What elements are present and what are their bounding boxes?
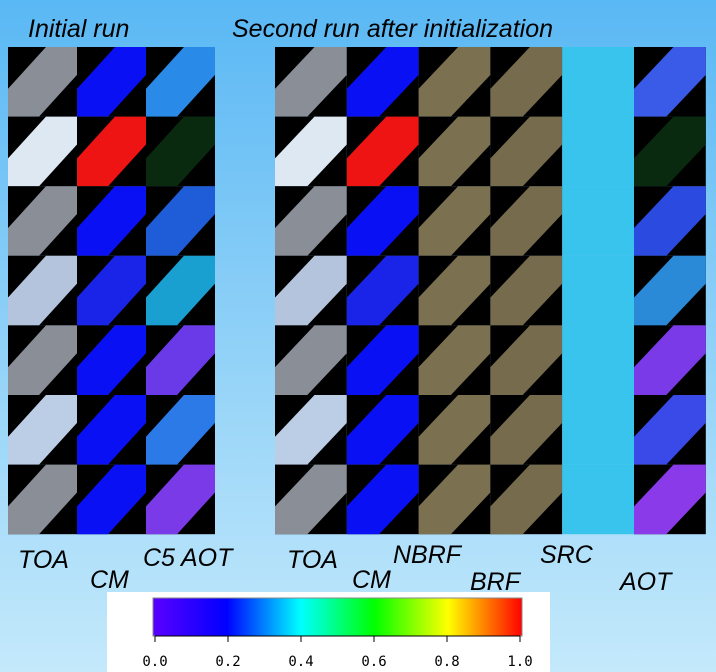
- tile: [418, 464, 491, 535]
- heading: Initial run: [28, 15, 129, 43]
- column-label: NBRF: [393, 541, 463, 569]
- tile: [634, 464, 706, 535]
- tile: [562, 395, 634, 465]
- tile: [275, 186, 347, 256]
- column-label: TOA: [18, 546, 69, 574]
- tile: [634, 255, 706, 326]
- column-label: BRF: [470, 568, 522, 596]
- tile: [77, 464, 146, 535]
- tile: [562, 47, 634, 117]
- tile-grid: [8, 47, 706, 535]
- tile: [562, 464, 634, 535]
- tile: [8, 395, 77, 465]
- tile: [418, 186, 491, 256]
- column-label: AOT: [618, 568, 673, 596]
- tile: [8, 186, 77, 256]
- tile: [418, 395, 491, 465]
- column-label: CM: [352, 566, 391, 594]
- tile: [490, 47, 563, 117]
- tile: [346, 116, 419, 187]
- tile: [146, 116, 215, 187]
- tile: [146, 47, 215, 117]
- tile: [77, 186, 146, 256]
- tile: [8, 464, 77, 535]
- tile: [8, 325, 77, 395]
- tile: [634, 395, 706, 465]
- tile: [8, 116, 77, 187]
- tile: [275, 116, 347, 187]
- tile: [275, 464, 347, 535]
- tile: [146, 255, 215, 326]
- tick-label: 0.0: [142, 654, 167, 670]
- tick-label: 0.2: [215, 654, 240, 670]
- tile: [634, 47, 706, 117]
- tile: [418, 116, 491, 187]
- tile: [490, 325, 563, 395]
- tick-label: 0.4: [288, 654, 313, 670]
- tile: [490, 116, 563, 187]
- tile: [490, 186, 563, 256]
- tile: [77, 116, 146, 187]
- tile: [275, 255, 347, 326]
- tile: [346, 464, 419, 535]
- tile: [275, 325, 347, 395]
- colorbar: [152, 597, 523, 637]
- tile: [346, 186, 419, 256]
- tick-label: 1.0: [507, 654, 532, 670]
- colorbar-axis: 0.0 0.2 0.4 0.6 0.8 1.0: [142, 635, 533, 670]
- tile: [562, 116, 634, 187]
- tile: [8, 47, 77, 117]
- tile: [275, 47, 347, 117]
- tile: [146, 325, 215, 395]
- tile: [77, 255, 146, 326]
- tile: [146, 464, 215, 535]
- tile: [146, 395, 215, 465]
- tile: [562, 186, 634, 256]
- heading: Second run after initialization: [232, 15, 553, 43]
- column-label: SRC: [540, 541, 594, 569]
- tile: [8, 255, 77, 326]
- tile: [146, 186, 215, 256]
- tick-label: 0.6: [361, 654, 386, 670]
- tile: [77, 47, 146, 117]
- tile: [634, 186, 706, 256]
- tile: [77, 395, 146, 465]
- tile: [490, 255, 563, 326]
- tile: [634, 325, 706, 395]
- column-label: TOA: [287, 546, 338, 574]
- tile: [346, 325, 419, 395]
- tile: [346, 255, 419, 326]
- tick-label: 0.8: [434, 654, 459, 670]
- tile: [77, 325, 146, 395]
- tile: [562, 325, 634, 395]
- tile: [490, 395, 563, 465]
- tile: [418, 255, 491, 326]
- tile: [418, 47, 491, 117]
- tile: [562, 255, 634, 326]
- column-label: CM: [90, 566, 129, 594]
- tile: [418, 325, 491, 395]
- tile: [275, 395, 347, 465]
- tile: [634, 116, 706, 187]
- tile: [346, 47, 419, 117]
- tile: [490, 464, 563, 535]
- column-label: C5 AOT: [143, 544, 234, 572]
- tile: [346, 395, 419, 465]
